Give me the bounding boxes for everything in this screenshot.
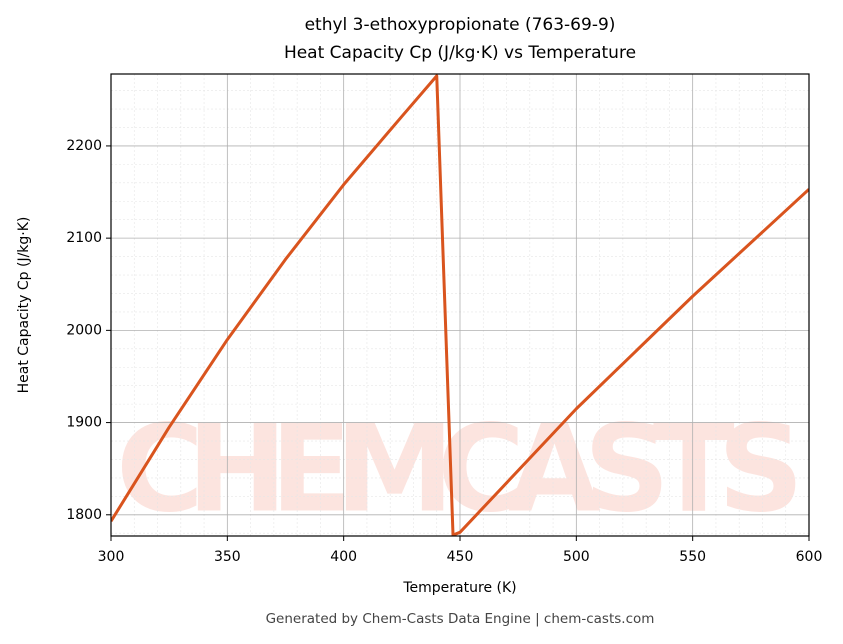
chart-subtitle: Heat Capacity Cp (J/kg·K) vs Temperature bbox=[284, 43, 636, 63]
footer: Generated by Chem-Casts Data Engine | ch… bbox=[266, 611, 655, 627]
plot-frame bbox=[110, 73, 810, 537]
y-tick-label: 2100 bbox=[66, 230, 102, 246]
x-axis-label: Temperature (K) bbox=[402, 580, 516, 596]
x-tick-label: 450 bbox=[447, 549, 474, 565]
y-tick-label: 2200 bbox=[66, 138, 102, 154]
y-tick-label: 2000 bbox=[66, 322, 102, 338]
x-tick-label: 350 bbox=[214, 549, 241, 565]
y-tick-label: 1800 bbox=[66, 507, 102, 523]
data-line bbox=[111, 74, 809, 536]
y-tick-label: 1900 bbox=[66, 415, 102, 431]
y-axis-label: Heat Capacity Cp (J/kg·K) bbox=[16, 217, 32, 394]
x-tick-label: 300 bbox=[98, 549, 125, 565]
x-tick-label: 600 bbox=[796, 549, 823, 565]
x-tick-label: 400 bbox=[330, 549, 357, 565]
x-tick-label: 550 bbox=[679, 549, 706, 565]
chart-title: ethyl 3-ethoxypropionate (763-69-9) bbox=[305, 15, 616, 35]
x-tick-label: 500 bbox=[563, 549, 590, 565]
